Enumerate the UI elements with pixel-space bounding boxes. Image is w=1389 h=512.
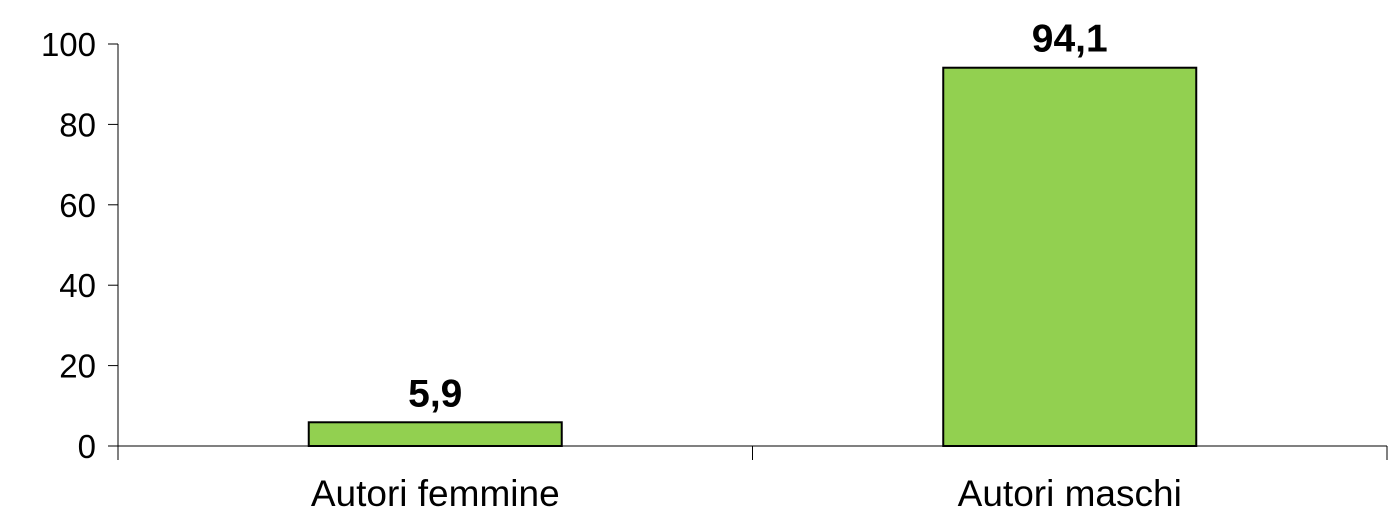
bar <box>942 66 1198 448</box>
bars <box>307 66 1198 448</box>
y-tick-label: 0 <box>78 428 96 465</box>
bar <box>307 421 563 448</box>
x-category-label: Autori maschi <box>958 473 1182 512</box>
y-tick-label: 60 <box>59 187 96 224</box>
bar-value-label: 5,9 <box>408 372 462 415</box>
y-tick-label: 40 <box>59 267 96 304</box>
y-axis: 0 20 40 60 80 100 <box>41 26 119 465</box>
y-tick-label: 80 <box>59 106 96 143</box>
y-tick-label: 100 <box>41 26 96 63</box>
y-tick-label: 20 <box>59 348 96 385</box>
bar-value-label: 94,1 <box>1032 18 1108 61</box>
data-labels: 5,9 94,1 <box>408 18 1108 416</box>
x-category-label: Autori femmine <box>311 473 560 512</box>
x-axis: Autori femmine Autori maschi <box>117 445 1388 512</box>
